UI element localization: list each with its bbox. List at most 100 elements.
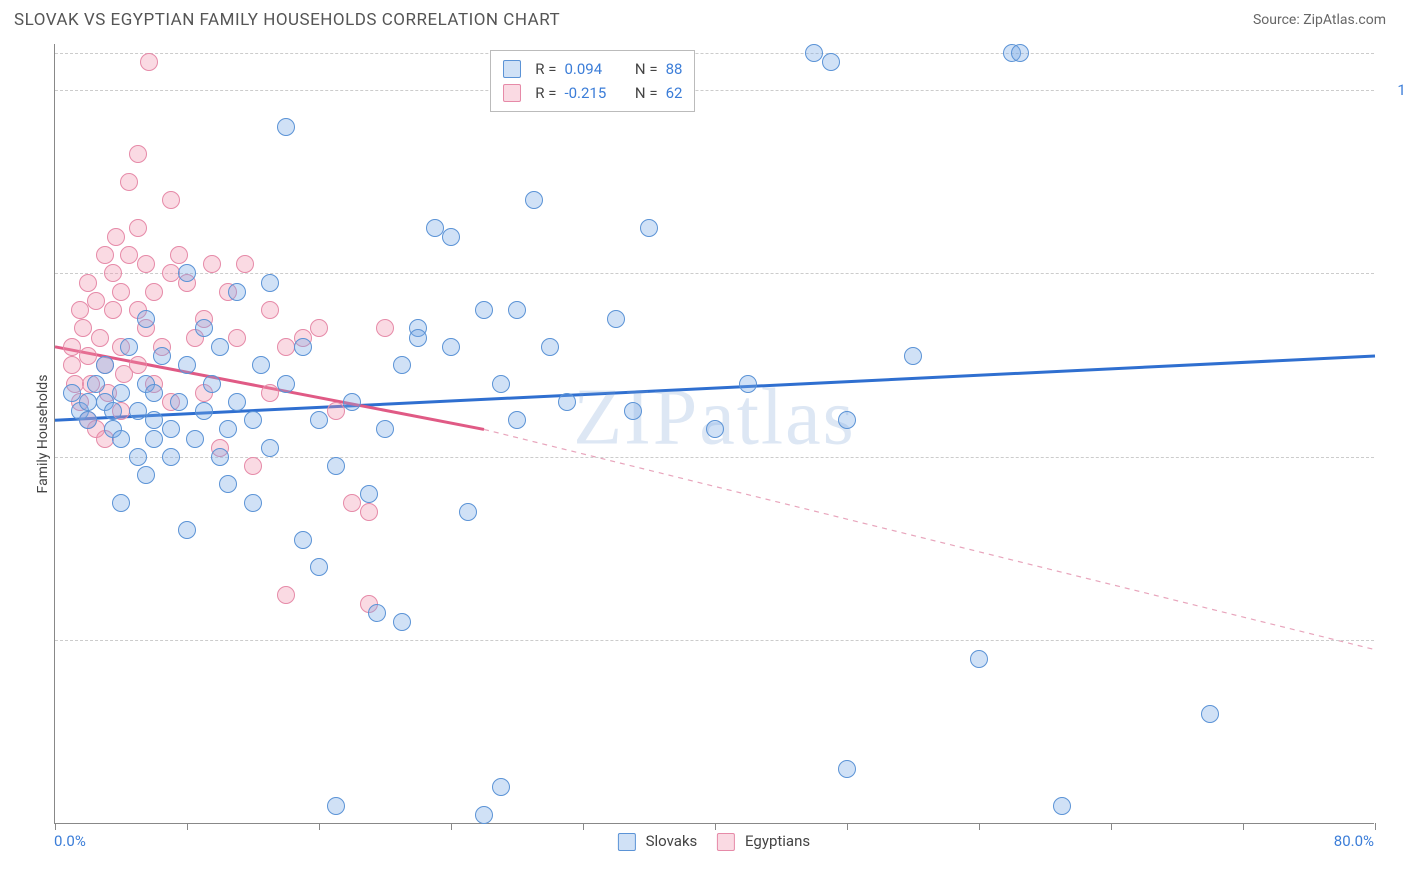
slovak-point [838, 411, 856, 429]
slovak-point [137, 466, 155, 484]
slovak-point [178, 264, 196, 282]
x-tick [1111, 823, 1112, 830]
egyptian-point [244, 457, 262, 475]
egyptian-point [63, 356, 81, 374]
x-tick [847, 823, 848, 830]
egyptian-point [112, 283, 130, 301]
slovak-point [475, 806, 493, 824]
slovak-point [822, 53, 840, 71]
slovak-point [120, 338, 138, 356]
slovak-point [261, 274, 279, 292]
x-axis-min-label: 0.0% [54, 832, 86, 850]
slovak-point [508, 411, 526, 429]
egyptian-point [104, 301, 122, 319]
egyptian-point [236, 255, 254, 273]
legend-swatch [503, 84, 521, 102]
slovak-point [261, 439, 279, 457]
plot-area: Family Households ZIPatlas 40.0%60.0%80.… [54, 44, 1374, 824]
slovak-point [327, 457, 345, 475]
egyptian-point [261, 301, 279, 319]
r-label: R = [535, 81, 556, 105]
x-tick [979, 823, 980, 830]
trend-line [484, 429, 1375, 649]
slovak-point [104, 402, 122, 420]
slovak-point [96, 356, 114, 374]
source-label: Source: ZipAtlas.com [1253, 12, 1386, 28]
egyptian-point [277, 338, 295, 356]
slovak-point [904, 347, 922, 365]
x-tick [1243, 823, 1244, 830]
slovak-point [178, 521, 196, 539]
slovak-point [624, 402, 642, 420]
slovak-point [162, 448, 180, 466]
slovak-point [211, 448, 229, 466]
egyptian-point [120, 173, 138, 191]
slovak-point [195, 402, 213, 420]
egyptian-point [203, 255, 221, 273]
slovak-point [343, 393, 361, 411]
slovak-point [739, 375, 757, 393]
slovak-point [1011, 44, 1029, 62]
r-value: -0.215 [564, 81, 619, 105]
slovak-point [112, 494, 130, 512]
slovak-point [129, 448, 147, 466]
egyptian-point [327, 402, 345, 420]
gridline [55, 90, 1374, 91]
n-value: 88 [666, 57, 683, 81]
slovak-point [277, 118, 295, 136]
slovak-point [129, 402, 147, 420]
slovak-point [63, 384, 81, 402]
slovak-point [277, 375, 295, 393]
y-tick-label: 100.0% [1386, 81, 1406, 99]
slovak-point [360, 485, 378, 503]
x-axis-max-label: 80.0% [1334, 832, 1374, 850]
y-tick-label: 80.0% [1386, 264, 1406, 282]
slovaks-swatch [618, 833, 636, 851]
correlation-legend-box: R = 0.094 N = 88R = -0.215 N = 62 [490, 50, 695, 112]
slovak-point [79, 393, 97, 411]
slovak-point [211, 338, 229, 356]
egyptian-point [87, 292, 105, 310]
egyptian-point [261, 384, 279, 402]
slovak-point [640, 219, 658, 237]
slovak-point [525, 191, 543, 209]
egyptian-point [162, 191, 180, 209]
slovak-point [153, 347, 171, 365]
x-tick [187, 823, 188, 830]
y-tick-label: 40.0% [1386, 631, 1406, 649]
slovak-point [162, 420, 180, 438]
egyptian-point [277, 586, 295, 604]
slovak-point [79, 411, 97, 429]
slovak-point [1201, 705, 1219, 723]
gridline [55, 273, 1374, 274]
slovak-point [219, 420, 237, 438]
slovak-point [607, 310, 625, 328]
x-tick [55, 823, 56, 830]
egyptian-point [129, 356, 147, 374]
slovak-point [442, 338, 460, 356]
egyptian-point [162, 264, 180, 282]
slovak-point [508, 301, 526, 319]
n-label: N = [627, 57, 657, 81]
egyptian-point [74, 319, 92, 337]
egyptian-point [79, 274, 97, 292]
slovak-point [228, 283, 246, 301]
y-tick-label: 60.0% [1386, 448, 1406, 466]
x-tick [583, 823, 584, 830]
slovak-point [137, 310, 155, 328]
gridline [55, 53, 1374, 54]
egyptian-point [120, 246, 138, 264]
slovak-point [252, 356, 270, 374]
egyptian-point [140, 53, 158, 71]
egyptians-swatch [717, 833, 735, 851]
slovak-point [492, 778, 510, 796]
egyptian-point [91, 329, 109, 347]
slovak-point [112, 384, 130, 402]
egyptian-point [343, 494, 361, 512]
x-tick [1375, 823, 1376, 830]
chart-title: SLOVAK VS EGYPTIAN FAMILY HOUSEHOLDS COR… [14, 10, 560, 30]
legend-row: R = -0.215 N = 62 [503, 81, 682, 105]
egyptian-point [129, 219, 147, 237]
egyptian-point [228, 329, 246, 347]
slovak-point [805, 44, 823, 62]
